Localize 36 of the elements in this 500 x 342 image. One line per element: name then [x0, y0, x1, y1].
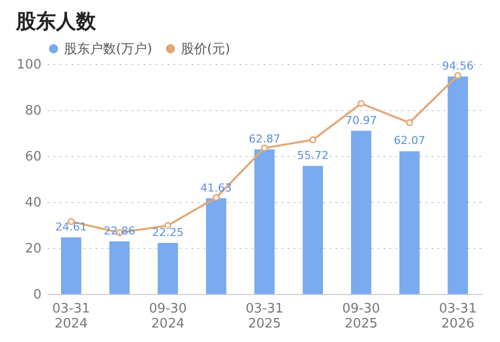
data-label: 55.72: [297, 148, 329, 162]
point: [309, 136, 316, 144]
x-tick-label: 09-30 2024: [148, 302, 187, 332]
y-tick-label: 0: [33, 288, 42, 302]
point: [406, 119, 413, 126]
bar: [109, 241, 130, 294]
y-tick-label: 40: [24, 196, 42, 210]
x-tick-label: 03-31 2024: [52, 302, 90, 332]
y-tick-label: 80: [24, 104, 42, 118]
bar: [254, 149, 275, 294]
data-label: 62.87: [248, 132, 280, 146]
y-tick-label: 60: [24, 150, 42, 164]
x-tick-label: 09-30 2025: [342, 302, 380, 332]
bar: [61, 237, 82, 294]
data-label: 22.25: [152, 226, 184, 239]
point: [261, 144, 268, 152]
bar: [158, 242, 178, 294]
legend-label: 股价(元): [181, 42, 230, 57]
bar: [302, 166, 323, 294]
bar: [448, 76, 468, 294]
data-label: 62.07: [394, 134, 426, 148]
x-tick-label: 03-31 2026: [438, 302, 477, 332]
point: [454, 72, 462, 79]
point: [358, 100, 365, 108]
data-label: 70.97: [345, 114, 377, 127]
bar: [351, 130, 372, 294]
chart-title: 股东人数: [15, 9, 98, 33]
y-tick-label: 20: [24, 242, 42, 256]
data-label: 24.61: [55, 220, 87, 234]
bar: [206, 198, 226, 294]
bar: [399, 151, 420, 294]
legend-label: 股东户数(万户): [64, 42, 152, 57]
point: [212, 194, 220, 202]
x-tick-label: 03-31 2025: [246, 302, 284, 332]
y-tick-label: 100: [16, 58, 42, 72]
data-label: 94.56: [442, 60, 474, 73]
